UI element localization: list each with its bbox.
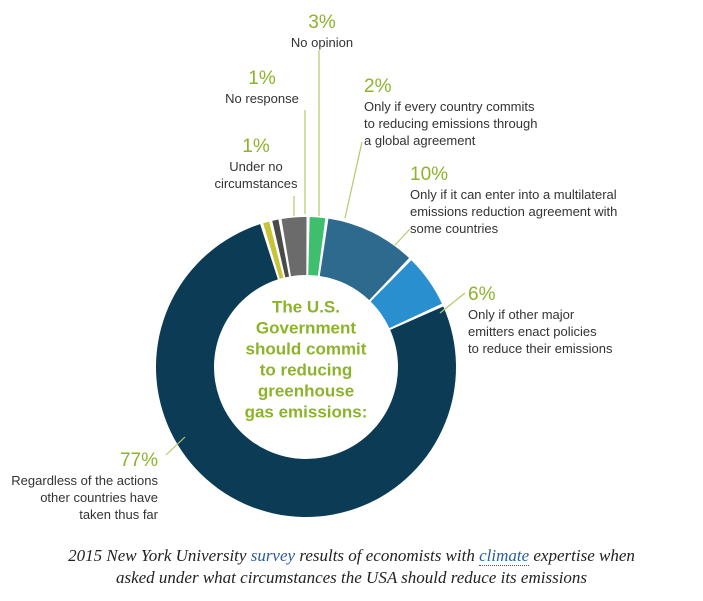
slice-description-label: a global agreement	[364, 133, 476, 148]
slice-description-label: Only if every country commits	[364, 99, 535, 114]
caption-text-a: 2015 New York University	[68, 546, 251, 565]
slice-description-label: other countries have	[40, 490, 158, 505]
center-title-line: Government	[256, 319, 356, 338]
donut-slice	[370, 260, 442, 329]
survey-link[interactable]: survey	[250, 546, 296, 565]
donut-chart: 3% No opinion 2% Only if every country comm…	[11, 12, 617, 522]
leader-line	[439, 292, 466, 314]
slice-description-label: Only if other major	[468, 307, 575, 322]
slice-description-label: Regardless of the actions	[11, 473, 158, 488]
donut-slice	[263, 221, 284, 279]
slice-description-label: No opinion	[291, 35, 353, 50]
caption-text-c: expertise when	[529, 546, 635, 565]
leader-lines	[165, 50, 466, 456]
slice-description-label: emitters enact policies	[468, 324, 597, 339]
leader-line	[165, 436, 186, 456]
slice-description-label: circumstances	[214, 176, 298, 191]
donut-slices	[155, 217, 456, 517]
slice-percent-label: 1%	[242, 136, 270, 157]
center-title-line: should commit	[246, 340, 367, 359]
slice-percent-label: 6%	[468, 284, 496, 305]
climate-link[interactable]: climate	[479, 546, 530, 566]
slice-percent-label: 77%	[120, 450, 158, 471]
center-title-line: The U.S.	[272, 298, 340, 317]
center-title-line: to reducing	[260, 361, 353, 380]
center-title-line: greenhouse	[258, 382, 354, 401]
slice-description-label: Only if it can enter into a multilateral	[410, 187, 617, 202]
center-title: The U.S. Government should commit to reduci…	[245, 298, 368, 422]
center-title-line: gas emissions:	[245, 403, 368, 422]
leader-line	[344, 141, 363, 219]
donut-slice	[155, 224, 456, 517]
caption-text-b: results of economists with	[295, 546, 480, 565]
slice-percent-label: 2%	[364, 76, 392, 97]
donut-slice	[281, 217, 307, 277]
donut-slice	[272, 219, 290, 278]
slice-percent-label: 1%	[248, 68, 276, 89]
figure-caption: 2015 New York University survey results …	[0, 545, 703, 589]
slice-description-label: No response	[225, 91, 299, 106]
slice-description-label: Under no	[229, 159, 282, 174]
donut-slice	[319, 218, 410, 301]
slice-description-label: taken thus far	[79, 507, 158, 522]
slice-description-label: emissions reduction agreement with	[410, 204, 617, 219]
caption-line-2: asked under what circumstances the USA s…	[115, 568, 588, 587]
slice-description-label: to reducing emissions through	[364, 116, 537, 131]
slice-description-label: some countries	[410, 221, 499, 236]
slice-description-label: to reduce their emissions	[468, 341, 613, 356]
slice-percent-label: 3%	[308, 12, 336, 33]
slice-percent-label: 10%	[410, 164, 448, 185]
donut-slice	[308, 217, 326, 276]
slice-labels: 3% No opinion 2% Only if every country comm…	[11, 12, 617, 522]
caption-line-1: 2015 New York University survey results …	[0, 545, 703, 567]
leader-line	[394, 228, 411, 246]
